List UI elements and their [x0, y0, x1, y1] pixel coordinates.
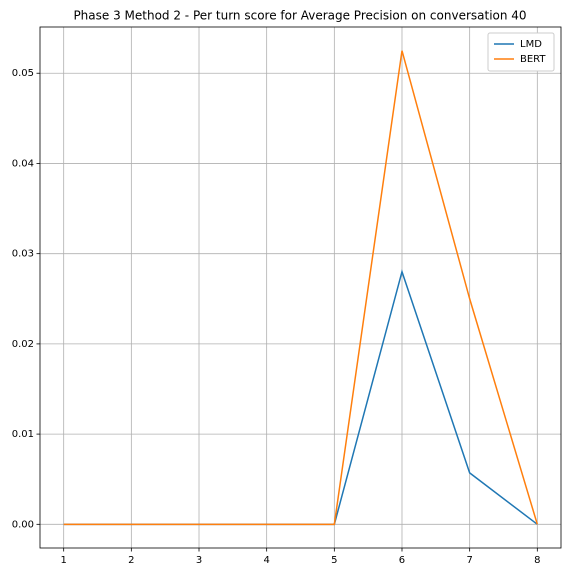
plot-frame: [39, 26, 562, 549]
y-tick-label: 0.04: [12, 158, 34, 169]
chart-title: Phase 3 Method 2 - Per turn score for Av…: [73, 9, 526, 23]
x-tick-label: 8: [534, 555, 540, 566]
x-tick-label: 3: [196, 555, 202, 566]
x-tick-label: 6: [399, 555, 405, 566]
y-tick-label: 0.01: [12, 429, 34, 440]
x-tick-label: 2: [128, 555, 134, 566]
y-tick-label: 0.00: [12, 519, 34, 530]
y-tick-label: 0.05: [12, 68, 34, 79]
legend-label: BERT: [520, 54, 546, 65]
y-tick-label: 0.03: [12, 249, 34, 260]
x-tick-label: 7: [466, 555, 472, 566]
y-tick-label: 0.02: [12, 339, 34, 350]
x-tick-label: 4: [263, 555, 269, 566]
series-line: [63, 50, 539, 526]
legend-box: [487, 32, 555, 72]
x-tick-label: 1: [60, 555, 66, 566]
legend-label: LMD: [520, 39, 542, 50]
x-tick-label: 5: [331, 555, 337, 566]
